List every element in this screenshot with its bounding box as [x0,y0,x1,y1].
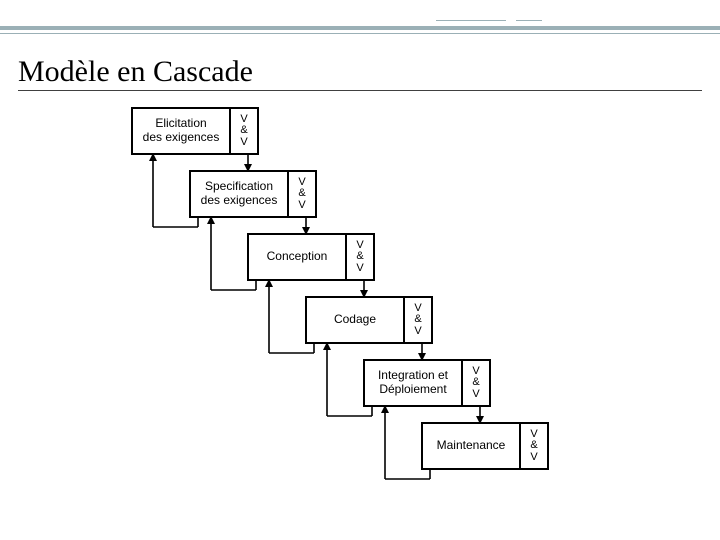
vv-box: V & V [519,424,547,468]
vv-box: V & V [229,109,257,153]
stage-codage: CodageV & V [305,296,433,344]
vv-box: V & V [461,361,489,405]
title-underline [18,90,702,91]
stage-label: Codage [307,298,403,342]
header-rule-tick-2 [516,20,542,21]
stage-specification: Specification des exigencesV & V [189,170,317,218]
stage-label: Integration et Déploiement [365,361,461,405]
stage-integration: Integration et DéploiementV & V [363,359,491,407]
stage-maintenance: MaintenanceV & V [421,422,549,470]
stage-conception: ConceptionV & V [247,233,375,281]
stage-elicitation: Elicitation des exigencesV & V [131,107,259,155]
page-title: Modèle en Cascade [18,55,253,89]
header-rule-thin [0,33,720,34]
vv-box: V & V [287,172,315,216]
stage-label: Elicitation des exigences [133,109,229,153]
stage-label: Specification des exigences [191,172,287,216]
vv-box: V & V [403,298,431,342]
stage-label: Maintenance [423,424,519,468]
header-rule-tick-1 [436,20,506,21]
stage-label: Conception [249,235,345,279]
header-rule-main [0,26,720,30]
vv-box: V & V [345,235,373,279]
